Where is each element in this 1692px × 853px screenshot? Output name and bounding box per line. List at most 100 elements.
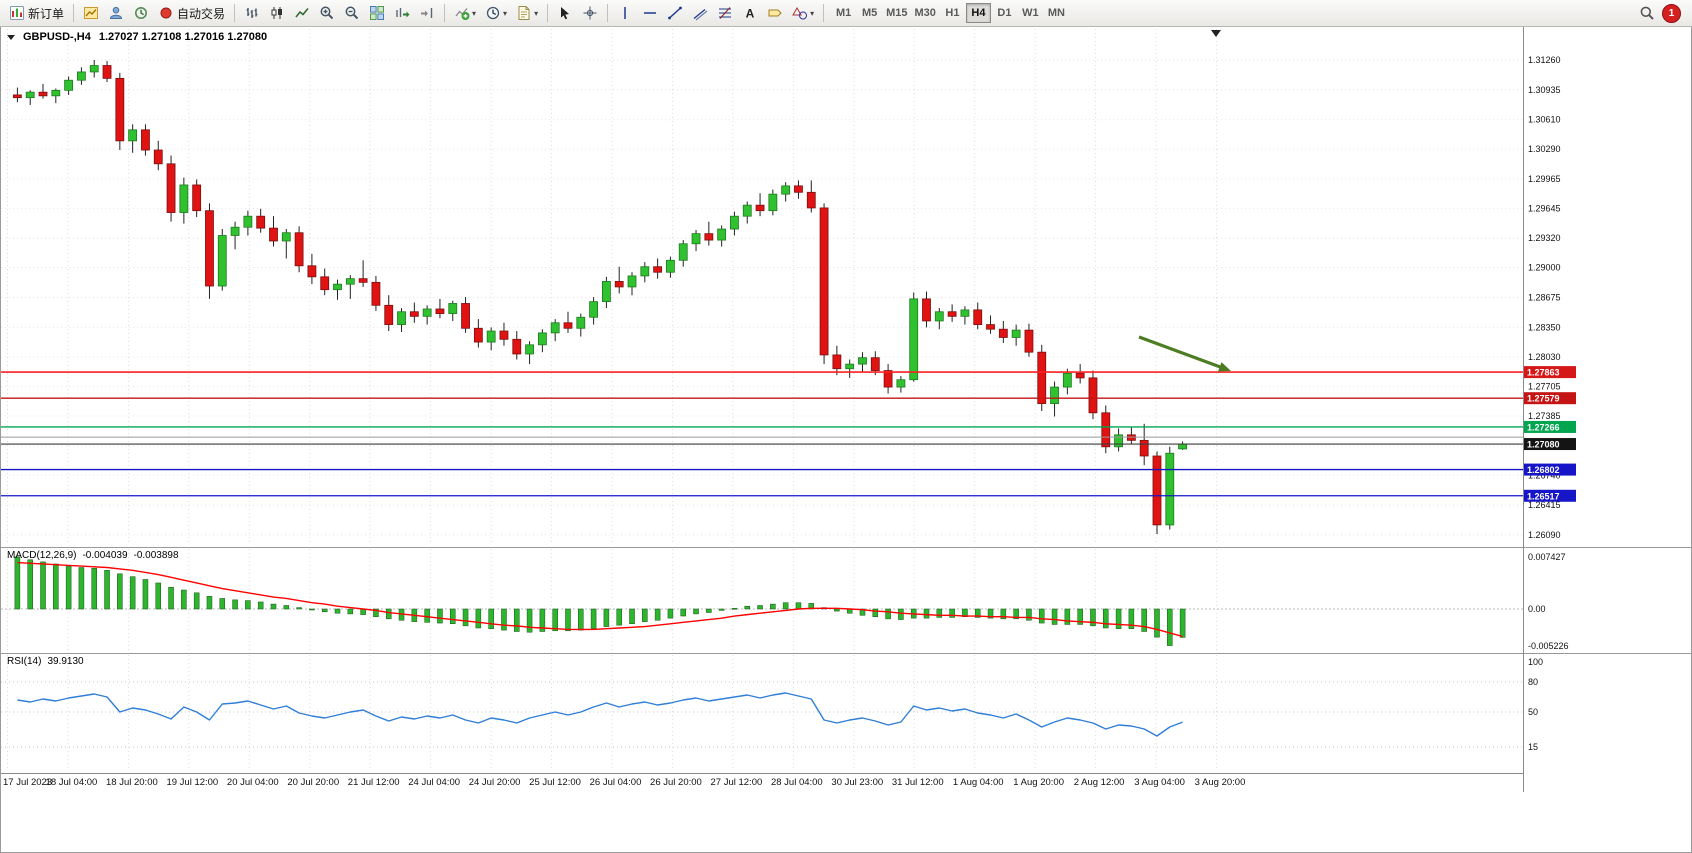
line-chart-button[interactable] [290, 2, 314, 24]
timeframe-m1-button[interactable]: M1 [831, 3, 856, 23]
channel-button[interactable] [688, 2, 712, 24]
time-axis-label: 24 Jul 04:00 [408, 777, 461, 788]
new-chart-button[interactable] [79, 2, 103, 24]
candle-body [256, 215, 266, 229]
crosshair-icon [582, 5, 598, 21]
toolbar-separator [607, 4, 609, 22]
macd-histogram-bar [462, 608, 469, 627]
price-axis-label: 1.27705 [1528, 382, 1561, 392]
text-button[interactable]: A [738, 2, 762, 24]
symbol-dropdown-icon[interactable] [7, 34, 15, 40]
candle-body [102, 65, 112, 79]
macd-histogram-bar [744, 605, 750, 610]
time-axis-label: 24 Jul 20:00 [468, 777, 521, 788]
price-axis-label: 1.28675 [1528, 293, 1561, 303]
macd-histogram-bar [501, 608, 507, 631]
fibonacci-button[interactable] [713, 2, 737, 24]
history-center-button[interactable] [129, 2, 153, 24]
horizontal-line-button[interactable] [638, 2, 662, 24]
time-axis-label: 3 Aug 20:00 [1194, 777, 1246, 788]
macd-histogram-bar [78, 567, 85, 610]
candle-body [435, 308, 445, 314]
timeframe-toolbar: M1 M5 M15 M30 H1 H4 D1 W1 MN [831, 3, 1069, 23]
price-axis-label: 1.30290 [1528, 144, 1561, 154]
macd-histogram-bar [117, 573, 123, 610]
line-chart-icon [294, 5, 310, 21]
profiles-button[interactable] [104, 2, 128, 24]
macd-histogram-bar [1064, 608, 1071, 625]
templates-button[interactable]: ▾ [512, 2, 542, 24]
timeframe-mn-button[interactable]: MN [1044, 3, 1069, 23]
toolbar-separator [444, 4, 446, 22]
text-label-button[interactable] [763, 2, 787, 24]
zoom-in-button[interactable] [315, 2, 339, 24]
macd-histogram-bar [91, 567, 97, 610]
tile-windows-icon [369, 5, 385, 21]
timeframe-d1-button[interactable]: D1 [992, 3, 1017, 23]
shapes-button[interactable]: ▾ [788, 2, 818, 24]
macd-histogram-bar [872, 608, 879, 617]
trendline-button[interactable] [663, 2, 687, 24]
timeframe-m15-button[interactable]: M15 [883, 3, 910, 23]
macd-histogram-bar [373, 608, 379, 617]
autotrading-icon [158, 5, 174, 21]
macd-histogram-bar [1077, 608, 1083, 625]
timeframe-m5-button[interactable]: M5 [857, 3, 882, 23]
macd-panel-canvas[interactable]: 0.007427 0.00 -0.005226 [1, 547, 1691, 653]
zoom-out-icon [344, 5, 360, 21]
chevron-down-icon[interactable]: ▾ [472, 8, 477, 18]
timeframe-m30-button[interactable]: M30 [912, 3, 939, 23]
macd-histogram-bar [552, 608, 558, 632]
chevron-down-icon[interactable]: ▾ [810, 8, 815, 18]
trend-arrow-head[interactable] [1218, 362, 1231, 372]
macd-histogram-bar [1115, 608, 1122, 629]
new-order-button[interactable]: 新订单 [5, 2, 68, 24]
search-button[interactable] [1635, 2, 1659, 24]
auto-scroll-button[interactable] [390, 2, 414, 24]
candle-body [307, 265, 317, 278]
price-axis-label: 1.29645 [1528, 203, 1561, 213]
shapes-icon [792, 5, 808, 21]
timeframe-h1-button[interactable]: H1 [940, 3, 965, 23]
crosshair-button[interactable] [578, 2, 602, 24]
indicators-button[interactable]: ▾ [450, 2, 480, 24]
candle-body [589, 301, 598, 318]
candle-body [525, 344, 534, 355]
price-axis-label: 1.28030 [1528, 352, 1561, 362]
autotrading-button[interactable]: 自动交易 [154, 2, 229, 24]
chart-shift-button[interactable] [415, 2, 439, 24]
time-axis-label: 17 Jul 2023 [3, 777, 53, 788]
candle-body [77, 71, 86, 81]
time-axis[interactable]: 17 Jul 2023 18 Jul 04:00 18 Jul 20:00 19 Ju… [1, 773, 1523, 792]
candle-body [51, 89, 61, 97]
candle-body [13, 94, 22, 99]
trend-arrow-annotation[interactable] [1138, 335, 1223, 370]
price-badge [1524, 438, 1576, 451]
macd-signal-value: -0.003898 [133, 550, 179, 561]
notification-badge[interactable]: 1 [1662, 3, 1681, 23]
macd-histogram-bar [1179, 608, 1186, 638]
timeframes-dropdown-button[interactable]: ▾ [481, 2, 511, 24]
bar-chart-button[interactable] [240, 2, 264, 24]
toolbar: 新订单 自动交易 ▾ ▾ ▾ A ▾ M1 M5 M15 M30 H1 H4 D1 W1 MN … [0, 0, 1692, 27]
tile-windows-button[interactable] [365, 2, 389, 24]
macd-histogram-bar [1090, 608, 1096, 627]
time-axis-label: 20 Jul 20:00 [287, 777, 340, 788]
timeframe-w1-button[interactable]: W1 [1018, 3, 1043, 23]
price-chart-canvas[interactable]: 1.31260 1.30935 1.30610 1.30290 1.29965 1.296… [1, 27, 1691, 547]
cursor-button[interactable] [553, 2, 577, 24]
chevron-down-icon[interactable]: ▾ [534, 8, 539, 18]
macd-histogram-bar [731, 608, 738, 610]
vertical-line-button[interactable] [613, 2, 637, 24]
chevron-down-icon[interactable]: ▾ [503, 8, 508, 18]
candle-body [461, 303, 470, 329]
channel-icon [692, 5, 708, 21]
macd-name: MACD(12,26,9) [7, 550, 77, 561]
zoom-in-icon [319, 5, 335, 21]
text-icon: A [742, 5, 758, 21]
rsi-panel-canvas[interactable]: 100 80 50 15 [1, 653, 1691, 773]
candle-chart-button[interactable] [265, 2, 289, 24]
time-axis-label: 20 Jul 04:00 [226, 777, 279, 788]
timeframe-h4-button[interactable]: H4 [965, 3, 991, 23]
zoom-out-button[interactable] [340, 2, 364, 24]
